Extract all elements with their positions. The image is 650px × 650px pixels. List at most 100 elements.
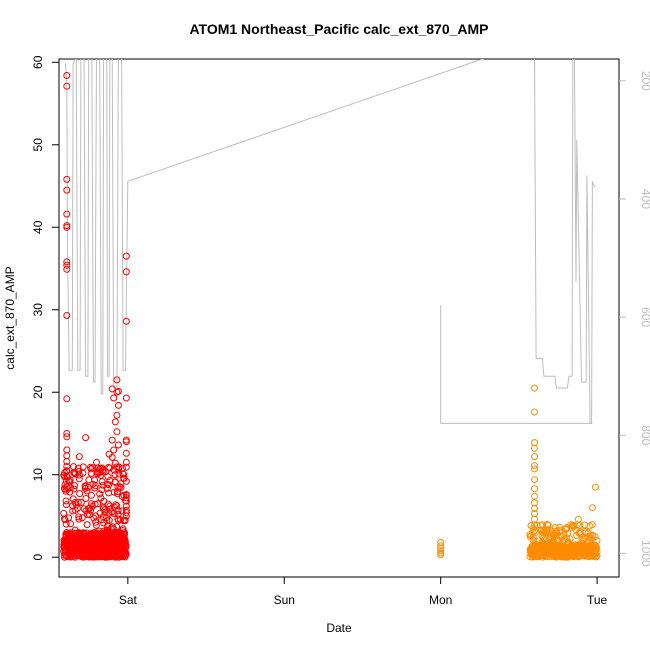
data-point [110, 394, 118, 402]
data-point [79, 469, 87, 477]
data-point [63, 463, 71, 470]
line-series-layer [64, 59, 596, 424]
data-point [531, 408, 538, 416]
data-point [122, 509, 130, 517]
data-point [93, 458, 100, 466]
data-point [584, 529, 592, 537]
data-point [80, 505, 88, 513]
data-point [113, 502, 121, 510]
data-point [113, 546, 121, 554]
data-point [108, 552, 116, 560]
data-point [74, 464, 82, 472]
data-point [75, 515, 83, 523]
x-tick-label: Tue [587, 593, 608, 607]
data-point [102, 468, 110, 476]
data-point [71, 470, 79, 478]
data-point [116, 483, 124, 491]
data-point [437, 551, 445, 559]
data-point [553, 529, 560, 537]
data-point [115, 465, 123, 473]
points-layer [60, 72, 601, 561]
data-point [115, 552, 123, 560]
data-point [78, 537, 86, 545]
data-point [63, 82, 71, 90]
depth-line [64, 59, 596, 424]
data-point [531, 485, 538, 493]
data-point [76, 490, 84, 498]
x-tick-label: Sat [119, 593, 138, 607]
data-point [104, 500, 112, 508]
data-point [588, 504, 596, 512]
data-point [592, 483, 599, 491]
data-point [113, 428, 121, 436]
data-point [589, 544, 597, 552]
data-point [108, 436, 116, 444]
data-point [80, 535, 87, 543]
data-point [70, 469, 78, 477]
data-point [588, 521, 596, 529]
data-point [82, 507, 90, 515]
data-point [108, 508, 116, 516]
data-point [63, 186, 71, 194]
data-point [108, 385, 116, 393]
data-point [63, 446, 71, 454]
data-point [437, 542, 445, 550]
data-point [119, 464, 126, 472]
data-point [87, 491, 95, 499]
data-point [71, 548, 78, 556]
data-point [121, 544, 129, 552]
data-point [98, 486, 106, 494]
data-point [529, 536, 537, 544]
data-point [77, 499, 85, 506]
data-point [589, 552, 597, 560]
data-point [91, 529, 99, 536]
series-0 [60, 72, 130, 561]
data-point [122, 458, 130, 466]
data-point [566, 535, 574, 543]
data-point [437, 547, 445, 555]
data-point [111, 459, 119, 467]
data-point [62, 551, 70, 559]
data-point [82, 537, 90, 545]
data-point [63, 458, 71, 465]
data-point [62, 501, 70, 509]
data-point [120, 474, 128, 482]
data-point [572, 545, 579, 553]
x-tick-label: Mon [429, 593, 452, 607]
data-point [67, 520, 75, 528]
data-point [63, 395, 71, 403]
data-point [79, 553, 87, 561]
data-point [85, 476, 93, 484]
data-point [62, 520, 70, 528]
data-point [531, 499, 538, 507]
data-point [63, 261, 71, 269]
data-point [115, 470, 123, 478]
data-point [92, 512, 100, 520]
data-point [566, 549, 574, 557]
data-point [113, 388, 121, 396]
data-point [99, 481, 107, 489]
data-point [587, 551, 595, 559]
data-point [106, 464, 114, 472]
right-tick-label: 800 [639, 425, 650, 445]
data-point [543, 543, 551, 551]
data-point [60, 473, 68, 481]
data-point [531, 462, 538, 470]
data-point [122, 438, 130, 446]
data-point [97, 494, 105, 502]
data-point [71, 482, 78, 490]
y-tick-label: 10 [31, 468, 45, 482]
data-point [70, 469, 78, 476]
chart-title: ATOM1 Northeast_Pacific calc_ext_870_AMP [189, 21, 488, 37]
data-point [122, 394, 130, 402]
right-tick-label: 200 [639, 71, 650, 91]
axes-layer: 0 10 20 30 40 50 60 Sat Sun Mon Tue 200 400 600 800 100… [31, 55, 650, 607]
data-point [63, 258, 71, 266]
data-point [554, 552, 562, 559]
data-point [97, 471, 105, 479]
data-point [531, 453, 538, 461]
data-point [534, 542, 542, 550]
data-point [120, 529, 128, 537]
data-point [540, 543, 547, 551]
data-point [91, 476, 98, 484]
